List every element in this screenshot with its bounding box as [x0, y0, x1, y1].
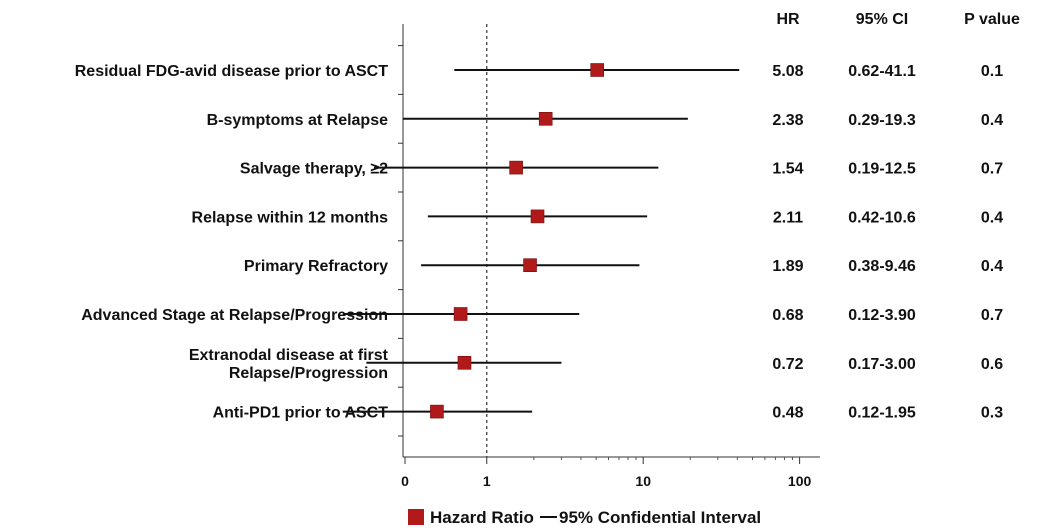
ci-value: 0.12-1.95: [848, 405, 916, 422]
legend: Hazard Ratio 95% Confidential Interval: [408, 508, 761, 527]
hazard-ratio-marker: [430, 404, 444, 419]
header-p-value: P value: [964, 11, 1020, 28]
hr-value: 2.11: [773, 209, 803, 226]
x-tick-label: 1: [483, 473, 491, 489]
ci-value: 0.42-10.6: [848, 209, 916, 226]
hazard-ratio-marker: [523, 258, 537, 273]
p-value: 0.7: [981, 161, 1003, 178]
row-label: Anti-PD1 prior to ASCT: [213, 405, 389, 422]
plot-axes: 0 1 10 100: [398, 24, 820, 489]
row-label: Advanced Stage at Relapse/Progression: [81, 307, 388, 324]
p-value: 0.6: [981, 356, 1003, 373]
row-label: Relapse within 12 months: [192, 209, 389, 226]
row-label: B-symptoms at Relapse: [207, 112, 388, 129]
p-value: 0.1: [981, 63, 1003, 80]
p-value: 0.4: [981, 112, 1003, 129]
ci-value: 0.62-41.1: [848, 63, 916, 80]
x-tick-label: 100: [788, 473, 812, 489]
forest-row: B-symptoms at Relapse 2.38 0.29-19.3 0.4: [207, 112, 1004, 129]
forest-row: Relapse within 12 months 2.11 0.42-10.6 0.4: [192, 209, 1004, 226]
forest-row: Anti-PD1 prior to ASCT 0.48 0.12-1.95 0.3: [213, 405, 1004, 422]
p-value: 0.7: [981, 307, 1003, 324]
hr-value: 0.48: [772, 405, 803, 422]
ci-value: 0.17-3.00: [848, 356, 916, 373]
p-value: 0.4: [981, 209, 1003, 226]
row-label: Relapse/Progression: [229, 365, 388, 382]
ci-value: 0.38-9.46: [848, 258, 916, 275]
plot-rows: Residual FDG-avid disease prior to ASCT 5…: [75, 63, 1003, 422]
hazard-ratio-marker: [509, 160, 523, 175]
forest-row: Primary Refractory 1.89 0.38-9.46 0.4: [244, 258, 1003, 275]
legend-marker-label: Hazard Ratio: [430, 508, 534, 527]
row-label: Residual FDG-avid disease prior to ASCT: [75, 63, 388, 80]
forest-row: Salvage therapy, ≥2 1.54 0.19-12.5 0.7: [240, 161, 1003, 178]
hazard-ratio-marker: [590, 63, 604, 77]
hazard-ratio-marker: [530, 209, 545, 224]
header-hr: HR: [776, 11, 800, 28]
hr-value: 1.54: [772, 161, 803, 178]
hr-value: 0.68: [772, 307, 803, 324]
row-label: Extranodal disease at first: [189, 347, 389, 364]
p-value: 0.4: [981, 258, 1003, 275]
header-ci: 95% CI: [856, 11, 908, 28]
ci-value: 0.29-19.3: [848, 112, 916, 129]
row-label: Salvage therapy, ≥2: [240, 161, 388, 178]
x-tick-label: 10: [635, 473, 651, 489]
forest-row: Advanced Stage at Relapse/Progression 0.6…: [81, 307, 1003, 324]
legend-marker-swatch: [408, 509, 424, 525]
row-label: Primary Refractory: [244, 258, 388, 275]
legend-line-label: 95% Confidential Interval: [559, 508, 761, 527]
hr-value: 5.08: [772, 63, 803, 80]
hr-value: 2.38: [772, 112, 803, 129]
hazard-ratio-marker: [453, 307, 468, 321]
ci-value: 0.12-3.90: [848, 307, 916, 324]
x-tick-label: 0: [401, 473, 409, 489]
hr-value: 0.72: [772, 356, 803, 373]
forest-row: Extranodal disease at firstRelapse/Progr…: [189, 347, 1003, 382]
p-value: 0.3: [981, 405, 1003, 422]
ci-value: 0.19-12.5: [848, 161, 916, 178]
hazard-ratio-marker: [538, 112, 553, 126]
hr-value: 1.89: [772, 258, 803, 275]
hazard-ratio-marker: [457, 355, 472, 370]
forest-row: Residual FDG-avid disease prior to ASCT 5…: [75, 63, 1003, 80]
